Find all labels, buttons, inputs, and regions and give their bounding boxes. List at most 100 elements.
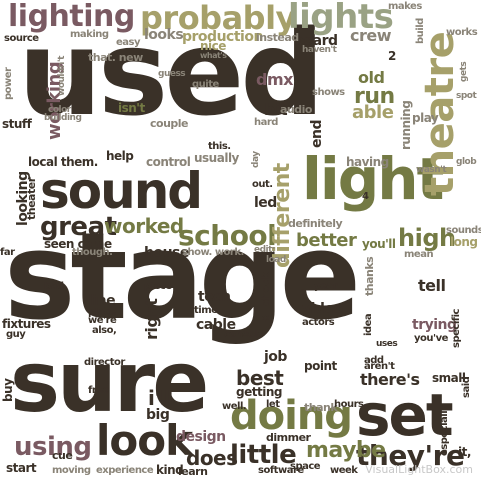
word-place: place <box>88 307 116 318</box>
word-trying: trying <box>412 317 457 333</box>
word-buy: buy <box>1 378 15 402</box>
word-far: far <box>0 247 15 258</box>
word-4: 4 <box>362 191 369 202</box>
word-job: job <box>264 349 287 365</box>
word-lighting: lighting <box>8 0 135 34</box>
word-bit: bit <box>264 100 288 119</box>
word-point: point <box>304 359 337 373</box>
word-3: 3 <box>300 289 306 299</box>
word-running: running <box>399 100 413 150</box>
word-building: building <box>44 113 82 123</box>
word-audio: audio <box>280 103 312 116</box>
word-start: start <box>6 461 37 475</box>
word-high: high <box>398 224 456 252</box>
word-tell: tell <box>418 276 446 295</box>
word-though: though. <box>72 247 113 258</box>
word-worked: worked <box>104 214 184 238</box>
word-idea: idea <box>363 313 374 336</box>
word-2: 2 <box>388 49 396 63</box>
word-learn: learn <box>178 465 208 478</box>
word-usually: usually <box>194 151 239 165</box>
word-thanks: thanks <box>363 256 376 296</box>
watermark-text: VisualLightBox.com <box>365 463 473 476</box>
word-hard: hard <box>254 117 278 128</box>
word-light: light <box>302 145 444 213</box>
word-day: day <box>251 151 261 168</box>
word-theater: theater <box>25 177 38 220</box>
word-piece: piece <box>144 281 172 292</box>
word-seen-come: seen come <box>44 237 112 251</box>
word-uses: uses <box>376 339 398 349</box>
word-gets: gets <box>459 61 469 82</box>
word-tech: tech <box>198 289 231 305</box>
word-out: out. <box>252 179 273 190</box>
word-able: able <box>352 102 394 123</box>
word-design: design <box>176 429 226 445</box>
word-making: making <box>70 29 109 40</box>
word-color: color <box>48 105 71 115</box>
word-edit: edit: <box>254 245 276 255</box>
word-shows: shows <box>312 87 345 98</box>
word-that-new: that. new <box>88 51 143 64</box>
word-arent: aren't <box>364 361 395 372</box>
word-does: does <box>186 446 238 470</box>
word-help: help <box>106 149 134 163</box>
word-this: this. <box>208 141 231 152</box>
word-old: old <box>358 68 385 87</box>
word-power: power <box>3 67 14 100</box>
word-said: said <box>461 376 472 398</box>
word-right: right <box>142 298 161 340</box>
word-different: different <box>270 163 295 268</box>
word-source: source <box>4 33 39 44</box>
word-little: little <box>230 440 297 470</box>
word-end: end <box>309 120 325 148</box>
word-looks: looks <box>144 27 184 43</box>
word-fixtures: fixtures <box>2 317 51 331</box>
word-time: time. <box>194 305 221 316</box>
word-local-them: local them. <box>28 155 98 169</box>
word-nice: nice <box>200 39 226 53</box>
word-it: it, <box>458 445 471 459</box>
word-specific: specific <box>451 309 462 348</box>
word-couple: couple <box>150 117 189 130</box>
word-long: long <box>450 235 478 249</box>
word-led: led <box>254 195 277 211</box>
word-console: console <box>224 329 264 340</box>
word-ill: i'll <box>148 386 173 410</box>
word-show-work: show. work. <box>182 247 244 258</box>
word-guy: guy <box>6 329 26 340</box>
word-quite: quite <box>192 79 219 90</box>
word-hours: hours <box>334 399 364 410</box>
word-wasnt: wasn't <box>416 165 447 175</box>
word-were: we're <box>88 315 117 326</box>
word-thank: thank <box>304 401 338 414</box>
word-run: run <box>354 84 395 109</box>
word-getting: getting <box>236 385 282 399</box>
word-guess: guess <box>158 69 186 79</box>
word-havent: haven't <box>302 45 337 55</box>
word-space: space <box>290 461 321 472</box>
word-isnt: isn't <box>118 101 145 115</box>
word-theres: there's <box>360 370 420 389</box>
word-probably: probably <box>140 0 296 37</box>
word-whats: what's <box>200 51 227 60</box>
word-free: free <box>88 385 109 396</box>
word-look: look <box>96 416 193 465</box>
word-control: control <box>146 155 191 169</box>
word-software: software <box>258 465 304 476</box>
word-well: well. <box>222 401 247 412</box>
word-youve: you've <box>414 333 448 344</box>
word-check: check <box>259 272 272 306</box>
word-used: used <box>18 4 325 142</box>
word-board: board <box>294 33 338 49</box>
word-moving: moving <box>52 465 91 476</box>
word-wouldnt: wouldn't <box>57 56 67 96</box>
word-also: also, <box>92 325 117 336</box>
word-theyre: they're <box>356 439 465 472</box>
word-line: line <box>88 293 116 309</box>
word-school: school <box>178 219 277 252</box>
word-kind: kind <box>156 463 184 477</box>
word-set: set <box>356 381 454 449</box>
word-experience: experience <box>96 465 154 476</box>
